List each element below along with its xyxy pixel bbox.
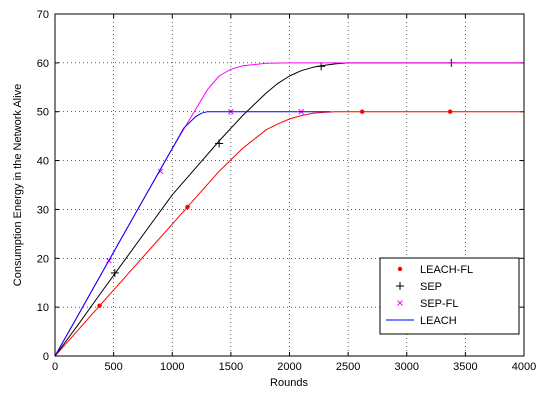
legend-swatch-sep <box>396 282 404 290</box>
legend-label-sep-fl: SEP-FL <box>420 298 459 310</box>
x-tick-label: 1500 <box>219 361 243 373</box>
x-tick-label: 3500 <box>453 361 477 373</box>
series-marker-leach-fl <box>359 109 365 114</box>
series-marker-sep <box>215 139 224 148</box>
legend-swatch-sep-fl <box>397 300 403 306</box>
series-marker-leach-fl <box>185 204 190 210</box>
series-marker-sep <box>317 62 326 71</box>
series-marker-sep <box>110 268 119 277</box>
y-tick-label: 30 <box>37 204 49 216</box>
y-axis-label: Consumption Energy in the Network Alive <box>12 84 24 286</box>
plot-border <box>54 13 525 357</box>
x-tick-label: 500 <box>104 361 122 373</box>
series-marker-leach-fl <box>97 303 102 308</box>
y-tick-label: 20 <box>37 253 49 265</box>
series-layer <box>54 58 524 357</box>
y-tick-label: 60 <box>37 58 49 70</box>
x-tick-label: 4000 <box>512 361 536 373</box>
x-tick-label: 2000 <box>277 361 301 373</box>
x-axis-label: Rounds <box>270 377 308 389</box>
legend-swatch-leach-fl <box>397 266 403 272</box>
legend-label-sep: SEP <box>420 281 442 293</box>
series-line-leach <box>54 111 331 357</box>
legend-label-leach-fl: LEACH-FL <box>420 264 473 276</box>
x-tick-label: 1000 <box>160 361 184 373</box>
series-leach-fl <box>54 109 524 357</box>
y-tick-label: 0 <box>43 351 49 363</box>
series-line-leach-fl <box>54 111 524 357</box>
legend-label-leach: LEACH <box>420 315 457 327</box>
legend: LEACH-FL SEP SEP-FL LEACH <box>379 257 520 335</box>
x-tick-label: 2500 <box>336 361 360 373</box>
y-tick-label: 70 <box>37 9 49 21</box>
series-leach <box>54 111 331 357</box>
x-tick-label: 0 <box>52 361 58 373</box>
y-tick-label: 40 <box>37 156 49 168</box>
y-tick-label: 10 <box>37 302 49 314</box>
series-marker-leach-fl <box>447 109 453 114</box>
y-tick-label: 50 <box>37 107 49 119</box>
x-tick-label: 3000 <box>395 361 419 373</box>
legend-box <box>379 257 520 335</box>
ticks: 0 500 1000 1500 2000 2500 3000 3500 4000 0 10 20 30 4… <box>37 9 536 373</box>
